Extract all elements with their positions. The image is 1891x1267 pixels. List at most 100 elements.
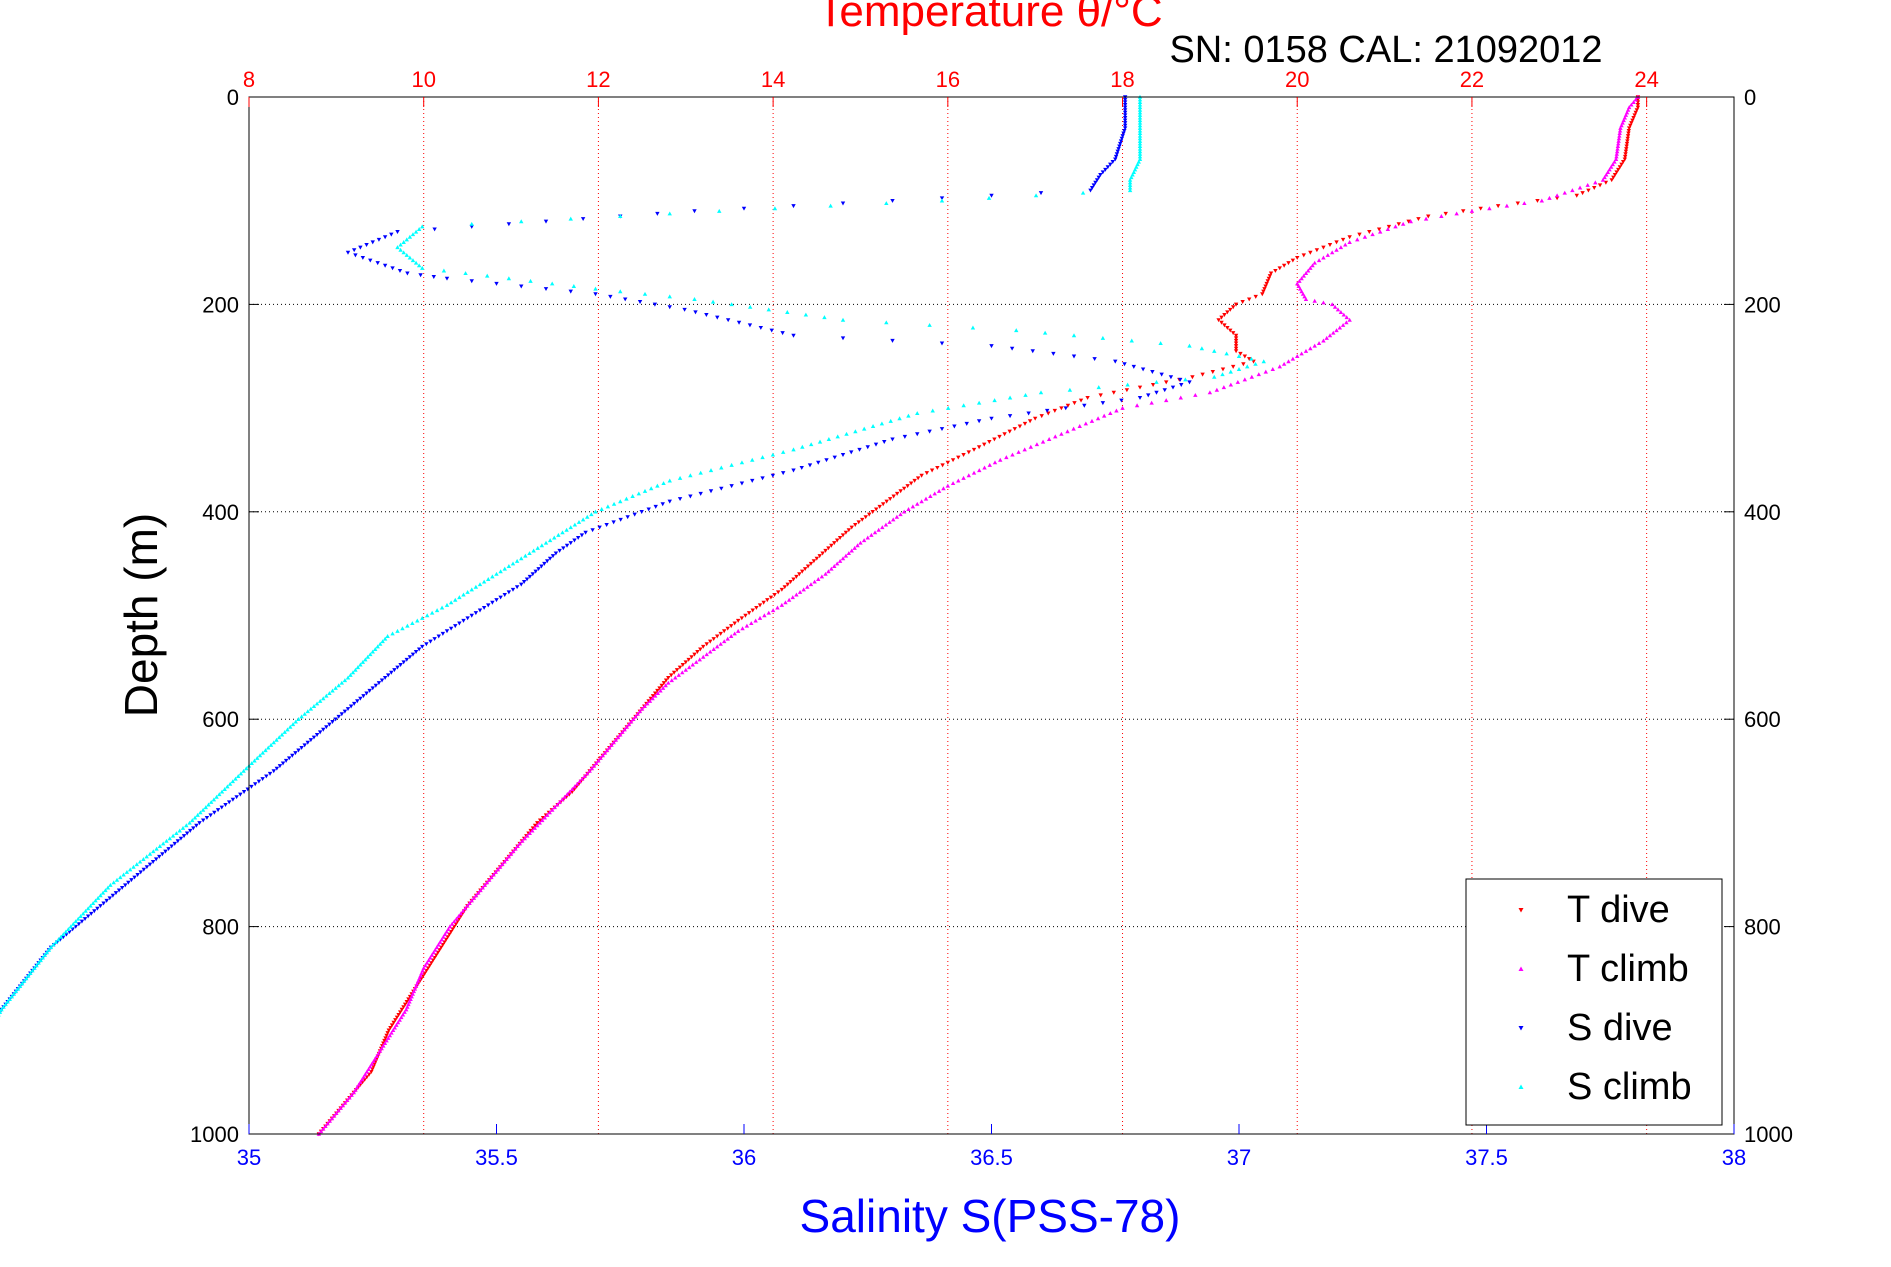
data-point <box>1249 356 1254 361</box>
data-point <box>1312 260 1317 265</box>
data-point <box>187 820 192 825</box>
data-point <box>744 623 750 628</box>
data-point <box>36 960 41 965</box>
data-point <box>369 1070 374 1074</box>
data-point <box>567 789 572 794</box>
data-point <box>877 504 882 509</box>
data-point <box>321 696 326 701</box>
data-point <box>1149 400 1154 405</box>
data-point <box>1312 298 1317 303</box>
data-point <box>575 535 581 540</box>
data-point <box>395 230 400 235</box>
data-point <box>1321 245 1326 250</box>
data-point <box>739 616 745 621</box>
data-point <box>562 794 567 799</box>
data-point <box>832 564 837 569</box>
data-point <box>618 289 623 294</box>
data-point <box>564 527 569 532</box>
data-point <box>336 1108 341 1113</box>
data-point <box>739 460 745 465</box>
data-point <box>1265 279 1270 284</box>
data-point <box>735 618 741 623</box>
data-point <box>397 1017 402 1022</box>
data-point <box>986 195 992 200</box>
data-point <box>351 1090 357 1095</box>
data-point <box>238 792 243 797</box>
data-point <box>1220 367 1226 372</box>
data-point <box>360 255 366 260</box>
data-point <box>144 854 149 859</box>
data-point <box>465 589 470 594</box>
data-point <box>434 945 440 950</box>
data-point <box>611 501 617 506</box>
data-point <box>267 771 273 776</box>
legend-label: T climb <box>1567 948 1689 990</box>
x-top-tick-label: 22 <box>1460 67 1484 92</box>
data-point <box>940 463 945 468</box>
data-point <box>1290 258 1296 263</box>
data-point <box>141 867 147 872</box>
data-point <box>1164 398 1169 403</box>
data-point <box>1228 307 1233 312</box>
data-point <box>655 688 660 693</box>
data-point <box>693 310 698 315</box>
data-point <box>372 1056 378 1061</box>
data-point <box>1300 291 1306 296</box>
series-s-climb <box>0 94 1266 1017</box>
data-point <box>635 711 640 716</box>
data-point <box>676 672 681 677</box>
data-point <box>846 528 852 533</box>
data-point <box>380 639 385 644</box>
data-point <box>719 486 724 491</box>
data-point <box>498 595 503 600</box>
data-point <box>1334 247 1339 252</box>
data-point <box>1178 395 1183 400</box>
data-point <box>803 312 809 317</box>
data-point <box>398 662 403 667</box>
data-point <box>324 725 329 730</box>
data-point <box>1495 204 1501 209</box>
data-point <box>1027 419 1033 424</box>
data-point <box>680 662 686 667</box>
data-point <box>311 735 317 740</box>
data-point <box>600 753 605 758</box>
data-point <box>1253 361 1258 366</box>
data-point <box>961 475 966 480</box>
data-point <box>542 561 547 566</box>
x-top-tick-label: 14 <box>761 67 785 92</box>
data-point <box>1187 343 1192 348</box>
data-point <box>490 600 495 605</box>
data-point <box>502 593 507 597</box>
data-point <box>360 1080 365 1085</box>
data-point <box>757 603 763 608</box>
data-point <box>101 901 106 906</box>
data-point <box>410 621 415 626</box>
data-point <box>144 865 150 870</box>
data-point <box>711 647 716 651</box>
data-point <box>1600 177 1606 182</box>
data-point <box>1299 351 1304 356</box>
data-point <box>1134 403 1140 408</box>
data-point <box>1122 110 1128 115</box>
data-point <box>1623 152 1628 157</box>
data-point <box>519 219 524 224</box>
data-point <box>454 916 459 921</box>
data-point <box>439 605 445 610</box>
data-point <box>430 958 436 963</box>
data-point <box>956 478 961 483</box>
data-point <box>1570 188 1575 193</box>
data-point <box>1286 359 1291 364</box>
data-point <box>704 313 709 317</box>
data-point <box>324 693 329 698</box>
data-point <box>1623 149 1629 154</box>
data-point <box>901 486 907 491</box>
data-point <box>1355 237 1360 242</box>
data-point <box>105 885 111 890</box>
data-point <box>498 569 503 574</box>
data-point <box>560 797 565 802</box>
data-point <box>390 631 395 636</box>
data-point <box>431 950 436 955</box>
data-point <box>819 574 825 579</box>
data-point <box>314 732 320 737</box>
